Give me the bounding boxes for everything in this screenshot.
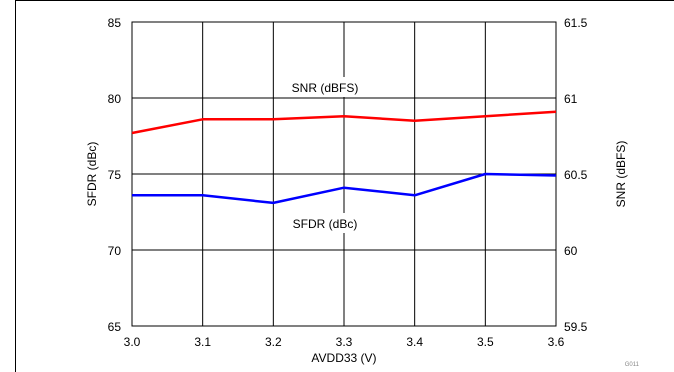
x-tick-label: 3.5 bbox=[477, 335, 494, 349]
left-y-tick-label: 65 bbox=[108, 320, 122, 334]
right-y-tick-label: 61.5 bbox=[564, 16, 588, 30]
series-labels: SNR (dBFS) SFDR (dBc) bbox=[274, 77, 376, 233]
right-y-axis-title: SNR (dBFS) bbox=[614, 141, 628, 208]
x-tick-label: 3.2 bbox=[265, 335, 282, 349]
right-y-tick-label: 61 bbox=[564, 92, 578, 106]
plot-area bbox=[131, 21, 557, 327]
series-label: SNR (dBFS) bbox=[292, 81, 359, 95]
series-label-background bbox=[277, 213, 373, 233]
x-tick-label: 3.0 bbox=[124, 335, 141, 349]
x-tick-label: 3.6 bbox=[548, 335, 565, 349]
x-axis-title: AVDD33 (V) bbox=[311, 351, 376, 365]
left-y-tick-label: 75 bbox=[108, 168, 122, 182]
right-y-axis: 59.5 60 60.5 61 61.5 bbox=[564, 16, 588, 334]
series-label-background bbox=[274, 77, 376, 97]
left-y-tick-label: 85 bbox=[108, 16, 122, 30]
right-y-tick-label: 60.5 bbox=[564, 168, 588, 182]
x-tick-label: 3.1 bbox=[194, 335, 211, 349]
frame-left-border bbox=[15, 0, 16, 372]
right-y-tick-label: 60 bbox=[564, 244, 578, 258]
frame-top-border bbox=[15, 0, 674, 1]
x-axis: 3.0 3.1 3.2 3.3 3.4 3.5 3.6 bbox=[124, 335, 565, 349]
right-y-tick-label: 59.5 bbox=[564, 320, 588, 334]
left-y-tick-label: 80 bbox=[108, 92, 122, 106]
left-y-axis: 65 70 75 80 85 bbox=[108, 16, 122, 334]
left-y-axis-title: SFDR (dBc) bbox=[85, 142, 99, 207]
x-tick-label: 3.4 bbox=[406, 335, 423, 349]
x-tick-label: 3.3 bbox=[336, 335, 353, 349]
series-lines bbox=[131, 110, 557, 205]
series-label: SFDR (dBc) bbox=[293, 217, 358, 231]
figure-code: G011 bbox=[625, 362, 640, 368]
series-line bbox=[131, 110, 557, 135]
left-y-tick-label: 70 bbox=[108, 244, 122, 258]
series-line bbox=[132, 172, 557, 205]
